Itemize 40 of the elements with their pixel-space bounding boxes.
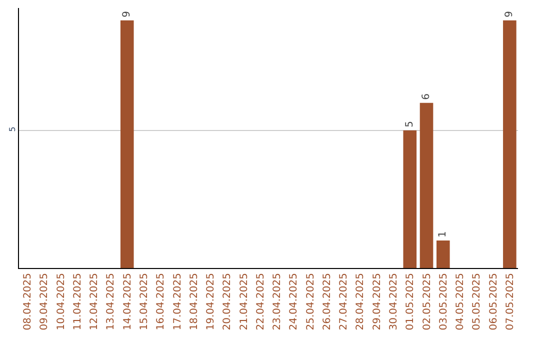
data-label: 9 (504, 11, 516, 18)
x-tick-label: 07.05.2025 (504, 273, 516, 330)
x-tick-label: 19.04.2025 (206, 273, 217, 330)
bar (403, 130, 417, 268)
x-tick-label: 14.04.2025 (122, 273, 134, 330)
x-tick-label: 08.04.2025 (22, 273, 34, 330)
bar (503, 20, 516, 268)
x-tick-label: 09.04.2025 (39, 273, 50, 330)
data-label: 5 (404, 121, 416, 128)
x-tick-label: 16.04.2025 (156, 273, 167, 330)
x-tick-label: 06.05.2025 (488, 273, 500, 330)
x-tick-label: 21.04.2025 (238, 273, 250, 330)
x-tick-label: 27.04.2025 (338, 273, 350, 330)
x-tick-label: 24.04.2025 (288, 273, 300, 330)
x-tick-label: 05.05.2025 (472, 273, 483, 330)
x-tick-label: 18.04.2025 (188, 273, 200, 330)
x-tick-label: 10.04.2025 (56, 273, 67, 330)
data-label: 9 (122, 11, 133, 18)
x-tick-label: 04.05.2025 (455, 273, 466, 330)
x-tick-label: 30.04.2025 (388, 273, 400, 330)
x-tick-label: 03.05.2025 (438, 273, 450, 330)
x-tick-label: 01.05.2025 (405, 273, 416, 330)
x-tick-label: 29.04.2025 (372, 273, 383, 330)
data-label: 6 (421, 94, 432, 100)
x-tick-label: 17.04.2025 (172, 273, 184, 330)
bar (120, 20, 134, 268)
bar (420, 102, 434, 268)
bar (436, 240, 450, 268)
x-tick-label: 23.04.2025 (272, 273, 284, 330)
x-tick-label: 02.05.2025 (422, 273, 433, 330)
x-tick-label: 25.04.2025 (305, 273, 316, 330)
x-tick-label: 28.04.2025 (355, 273, 366, 330)
x-tick-label: 13.04.2025 (106, 273, 117, 330)
x-tick-label: 20.04.2025 (222, 273, 234, 330)
data-label: 1 (438, 231, 449, 238)
x-tick-label: 22.04.2025 (255, 273, 266, 330)
x-tick-label: 15.04.2025 (139, 273, 150, 330)
x-tick-label: 12.04.2025 (89, 273, 100, 330)
x-tick-label: 26.04.2025 (322, 273, 333, 330)
x-tick-label: 11.04.2025 (72, 273, 84, 330)
